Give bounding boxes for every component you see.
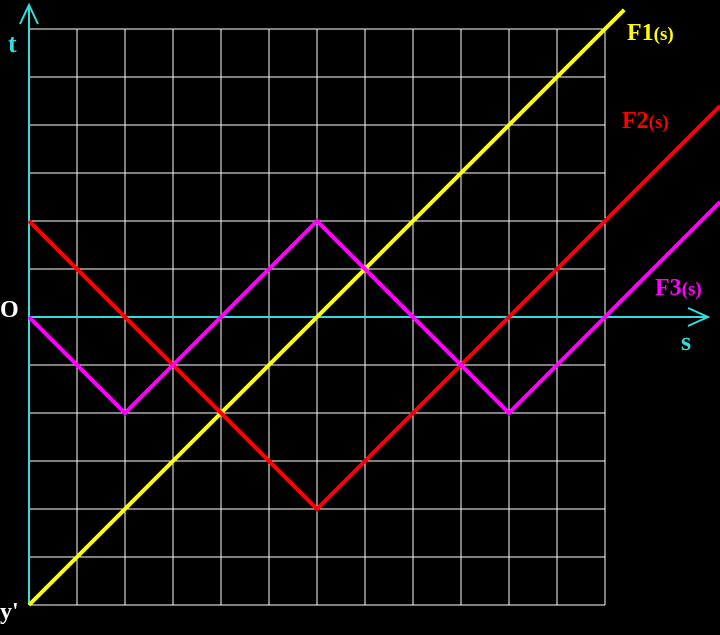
y-axis-arrow-icon	[19, 2, 39, 25]
origin-label: O	[0, 297, 19, 323]
series-label-f3: F3(s)	[655, 275, 702, 301]
series-line-f3	[27, 200, 720, 416]
y-axis-label: t	[8, 29, 17, 58]
series-label-f1: F1(s)	[627, 20, 674, 46]
x-axis-label: s	[681, 327, 691, 356]
series-label-f2: F2(s)	[622, 108, 669, 134]
x-axis-arrow-icon	[687, 307, 711, 327]
series-line-f2	[27, 104, 720, 512]
series-line-f1	[27, 8, 626, 607]
series-group	[27, 8, 720, 607]
y-prime-label: y'	[0, 599, 19, 625]
axes	[19, 2, 711, 605]
